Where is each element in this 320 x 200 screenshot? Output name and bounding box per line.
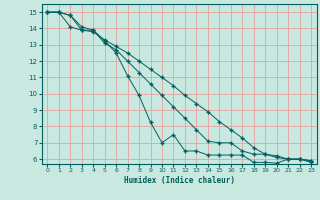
X-axis label: Humidex (Indice chaleur): Humidex (Indice chaleur) [124, 176, 235, 185]
